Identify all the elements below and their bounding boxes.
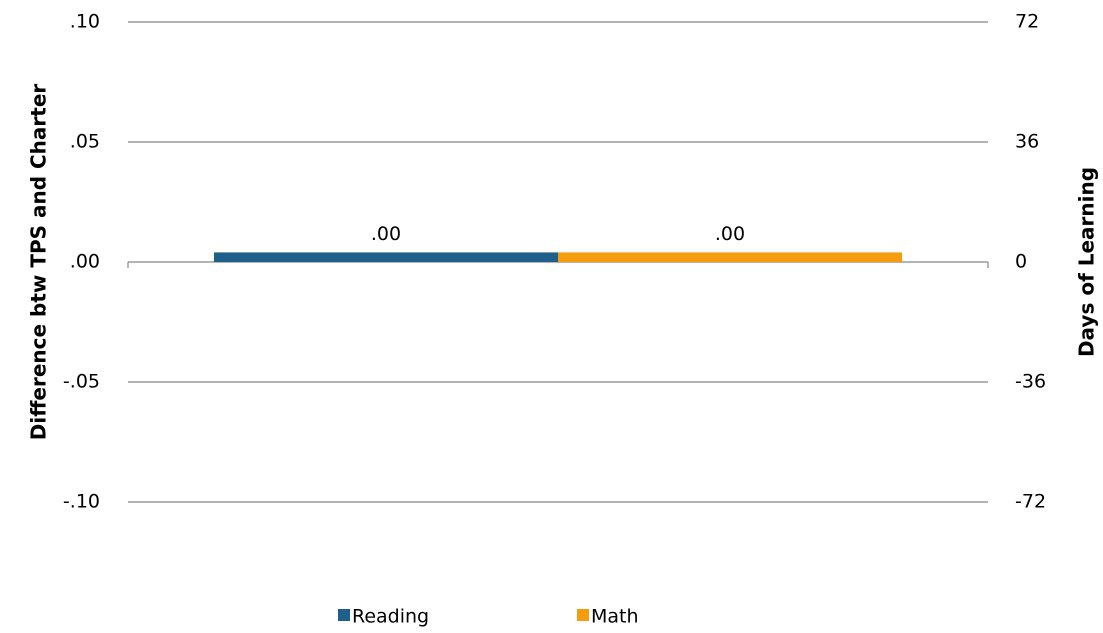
bar: [558, 252, 902, 262]
y2-tick-label: -72: [1015, 491, 1046, 513]
y-tick-label: .10: [70, 11, 100, 33]
y-tick-label: .00: [70, 251, 100, 273]
data-label: .00: [715, 223, 745, 245]
y2-tick-label: 0: [1015, 251, 1027, 273]
bar: [214, 252, 558, 262]
legend-swatch: [338, 609, 350, 621]
y-tick-label: -.05: [63, 371, 100, 393]
legend-label: Reading: [352, 606, 429, 628]
y2-tick-label: 72: [1015, 11, 1039, 33]
y-axis-title: Difference btw TPS and Charter: [27, 84, 51, 441]
data-label: .00: [371, 223, 401, 245]
y2-tick-label: -36: [1015, 371, 1046, 393]
y-tick-label: .05: [70, 131, 100, 153]
y-tick-label: -.10: [63, 491, 100, 513]
y2-tick-label: 36: [1015, 131, 1039, 153]
legend-swatch: [577, 609, 589, 621]
legend-label: Math: [591, 606, 639, 628]
y2-axis-title: Days of Learning: [1075, 167, 1099, 357]
